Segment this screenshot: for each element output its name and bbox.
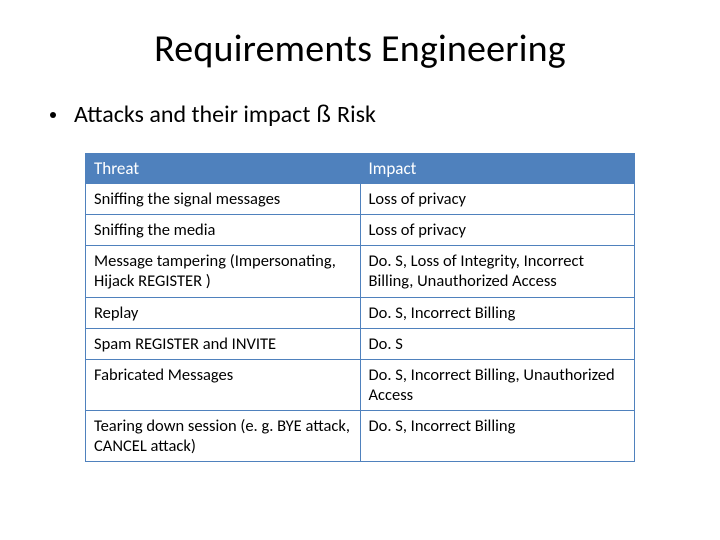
bullet-dot-icon	[50, 112, 56, 118]
cell-impact: Do. S, Incorrect Billing	[360, 297, 635, 328]
cell-threat: Tearing down session (e. g. BYE attack, …	[86, 411, 361, 462]
col-header-threat: Threat	[86, 154, 361, 184]
table-row: Sniffing the signal messagesLoss of priv…	[86, 184, 635, 215]
bullet-line: Attacks and their impact ß Risk	[50, 100, 680, 129]
slide: Requirements Engineering Attacks and the…	[0, 0, 720, 540]
cell-threat: Fabricated Messages	[86, 359, 361, 410]
table-row: ReplayDo. S, Incorrect Billing	[86, 297, 635, 328]
cell-threat: Replay	[86, 297, 361, 328]
table-row: Message tampering (Impersonating, Hijack…	[86, 246, 635, 297]
table-row: Spam REGISTER and INVITEDo. S	[86, 328, 635, 359]
cell-threat: Sniffing the signal messages	[86, 184, 361, 215]
table-header-row: Threat Impact	[86, 154, 635, 184]
threat-impact-table: Threat Impact Sniffing the signal messag…	[85, 153, 635, 462]
cell-impact: Do. S, Loss of Integrity, Incorrect Bill…	[360, 246, 635, 297]
table-row: Fabricated MessagesDo. S, Incorrect Bill…	[86, 359, 635, 410]
cell-impact: Do. S, Incorrect Billing, Unauthorized A…	[360, 359, 635, 410]
cell-impact: Do. S, Incorrect Billing	[360, 411, 635, 462]
table-body: Sniffing the signal messagesLoss of priv…	[86, 184, 635, 462]
bullet-text-right: Risk	[337, 100, 376, 129]
table-row: Tearing down session (e. g. BYE attack, …	[86, 411, 635, 462]
cell-threat: Spam REGISTER and INVITE	[86, 328, 361, 359]
arrow-left-icon: ß	[316, 101, 331, 129]
cell-threat: Message tampering (Impersonating, Hijack…	[86, 246, 361, 297]
cell-threat: Sniffing the media	[86, 215, 361, 246]
table-row: Sniffing the mediaLoss of privacy	[86, 215, 635, 246]
bullet-text-left: Attacks and their impact	[74, 100, 310, 129]
col-header-impact: Impact	[360, 154, 635, 184]
cell-impact: Loss of privacy	[360, 184, 635, 215]
table-container: Threat Impact Sniffing the signal messag…	[85, 153, 635, 462]
page-title: Requirements Engineering	[40, 26, 680, 72]
cell-impact: Do. S	[360, 328, 635, 359]
cell-impact: Loss of privacy	[360, 215, 635, 246]
